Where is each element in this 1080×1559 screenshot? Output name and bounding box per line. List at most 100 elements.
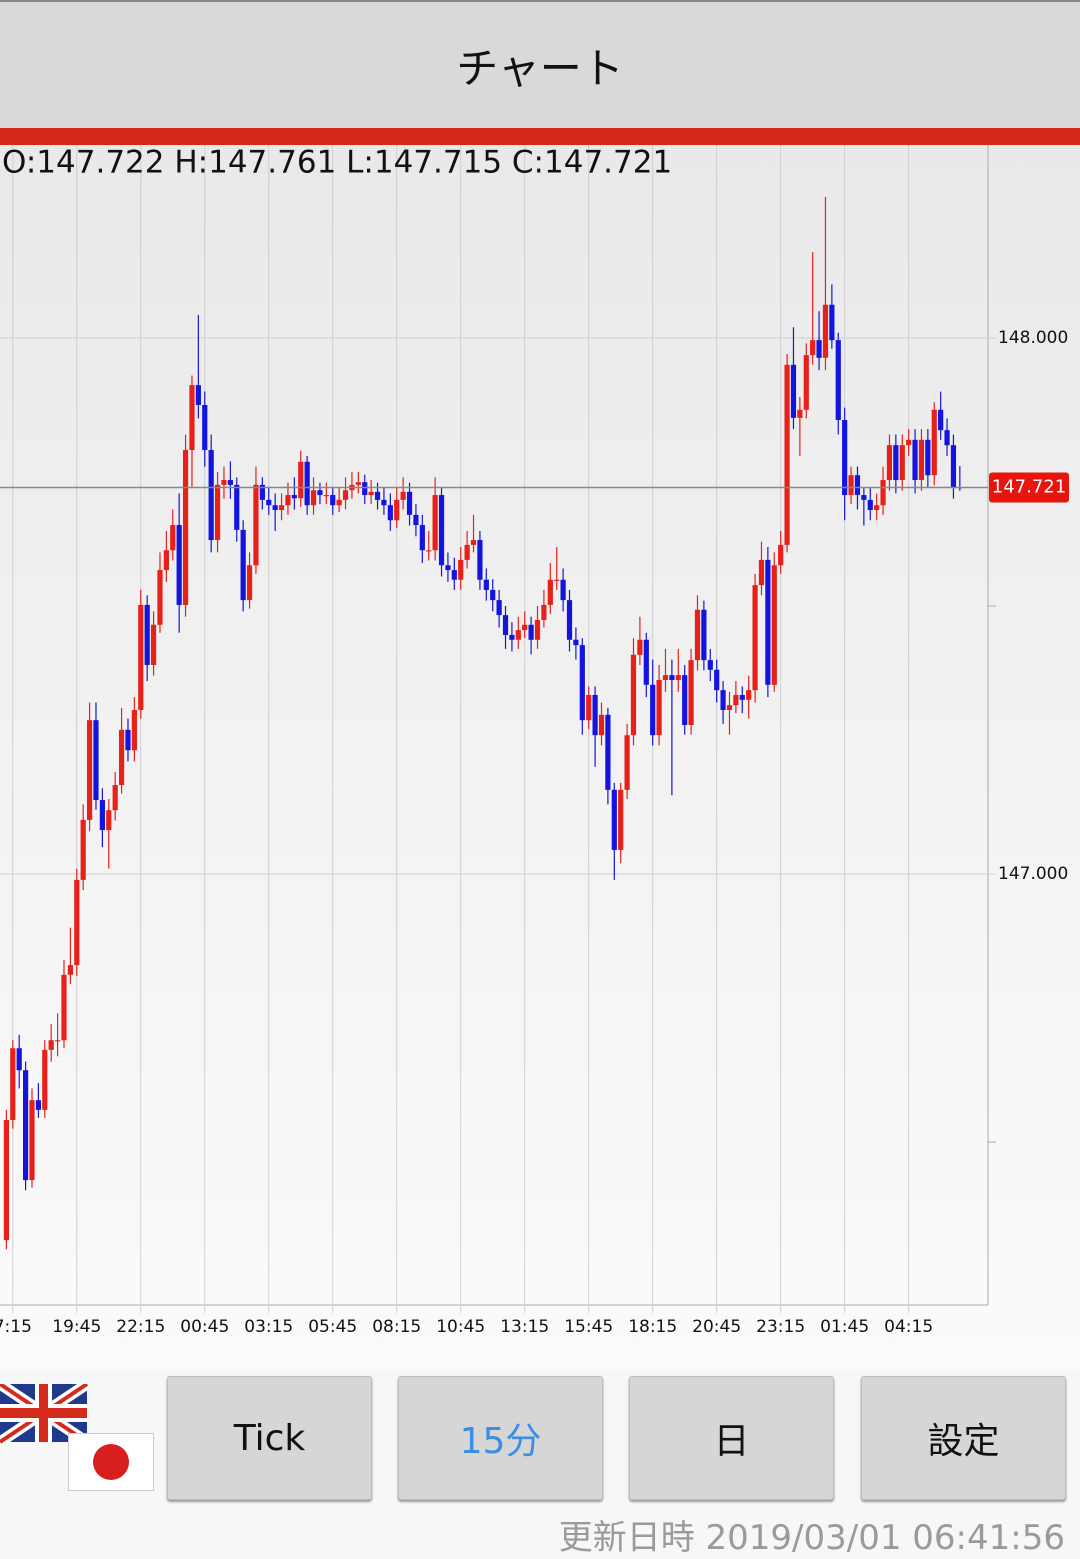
candle-body <box>938 409 944 431</box>
candle-body <box>131 709 137 751</box>
x-tick-label: 03:15 <box>244 1317 293 1337</box>
candle-body <box>848 475 854 496</box>
candle-body <box>438 495 445 566</box>
candle-body <box>771 565 777 685</box>
candle-body <box>854 475 861 496</box>
x-tick-label: 19:45 <box>52 1317 101 1337</box>
candle-body <box>42 1049 48 1110</box>
candle-body <box>253 484 259 566</box>
flags[interactable] <box>0 1384 160 1494</box>
candle-body <box>61 974 67 1041</box>
candle-body <box>560 579 566 601</box>
candle-body <box>259 484 265 500</box>
candle-body <box>662 675 669 680</box>
candle-body <box>368 491 374 496</box>
candle-body <box>240 529 246 601</box>
candle-body <box>470 540 477 545</box>
candle-body <box>746 690 752 700</box>
x-tick-label: 18:15 <box>628 1317 677 1337</box>
candle-body <box>611 789 617 850</box>
ohlc-text: O:147.722 H:147.761 L:147.715 C:147.721 <box>2 145 672 181</box>
candle-body <box>906 439 912 446</box>
candle-body <box>675 675 681 680</box>
candle-body <box>829 304 835 341</box>
candle-body <box>694 609 701 661</box>
candle-body <box>867 499 873 511</box>
candle-body <box>144 604 150 665</box>
candle-body <box>400 491 406 500</box>
button[interactable]: 設定 <box>861 1376 1066 1500</box>
x-tick-label: 00:45 <box>180 1317 229 1337</box>
candle-body <box>733 694 739 706</box>
accent-stripe <box>0 128 1080 145</box>
candle-body <box>899 445 905 481</box>
candle-body <box>720 690 726 710</box>
candle-body <box>413 514 419 526</box>
candle-body <box>918 439 925 481</box>
update-time: 更新日時 2019/03/01 06:41:56 <box>558 1518 1065 1558</box>
x-tick-label: 22:15 <box>116 1317 165 1337</box>
x-tick-label: 23:15 <box>756 1317 805 1337</box>
candle-body <box>330 495 336 506</box>
candle-body <box>630 654 637 736</box>
candle-body <box>669 675 675 680</box>
candle-body <box>784 364 790 545</box>
candle-body <box>682 675 688 725</box>
candle-body <box>221 480 227 485</box>
candle-body <box>688 660 694 725</box>
candle-body <box>381 499 387 506</box>
candle-body <box>886 445 893 481</box>
candle-body <box>483 579 489 590</box>
candle-body <box>451 570 457 580</box>
candle-body <box>778 544 784 566</box>
candle-body <box>714 669 720 691</box>
candle-body <box>592 694 598 736</box>
candle-body <box>99 800 105 831</box>
candles <box>3 196 963 1250</box>
candle-body <box>822 304 829 358</box>
candle-body <box>477 540 483 580</box>
candle-body <box>35 1100 41 1110</box>
uk-flag <box>0 1384 91 1447</box>
candle-body <box>406 491 413 515</box>
candle-body <box>3 1120 9 1241</box>
labels: 7:15 19:45 22:15 00:45 03:15 05:45 08:15 10:45 1… <box>0 328 1069 1337</box>
candle-body <box>605 714 611 790</box>
candle-body <box>624 735 630 790</box>
candle-body <box>432 495 438 551</box>
candle-body <box>272 505 278 511</box>
button[interactable]: 15分 <box>398 1376 603 1500</box>
candle-body <box>496 600 502 616</box>
candle-body <box>637 639 643 655</box>
button[interactable]: Tick <box>167 1376 372 1500</box>
chart: 7:15 19:45 22:15 00:45 03:15 05:45 08:15 10:45 1… <box>0 145 1080 1370</box>
candle-body <box>739 694 745 700</box>
candle-body <box>726 705 733 710</box>
candle-body <box>931 409 937 476</box>
candle-body <box>285 495 291 506</box>
y-tick-label: 148.000 <box>998 328 1068 348</box>
candle-body <box>138 604 144 710</box>
candle-body <box>534 619 541 640</box>
candle-body <box>861 495 867 500</box>
candle-body <box>189 385 195 451</box>
candle-body <box>355 482 361 485</box>
candle-body <box>278 505 285 511</box>
button[interactable]: 日 <box>629 1376 834 1500</box>
candle-body <box>234 484 240 530</box>
candle-body <box>291 495 297 499</box>
candle-body <box>598 714 605 736</box>
candle-body <box>93 720 99 801</box>
candle-body <box>586 694 592 721</box>
x-tick-label: 13:15 <box>500 1317 549 1337</box>
candle-body <box>54 1040 61 1042</box>
candle-body <box>554 579 560 581</box>
candle-body <box>246 565 253 601</box>
candle-body <box>10 1048 16 1121</box>
japan-flag <box>68 1433 154 1491</box>
candle-body <box>547 579 553 605</box>
candle-body <box>394 499 400 521</box>
y-tick-label: 147.000 <box>998 864 1068 884</box>
candle-body <box>419 525 425 551</box>
